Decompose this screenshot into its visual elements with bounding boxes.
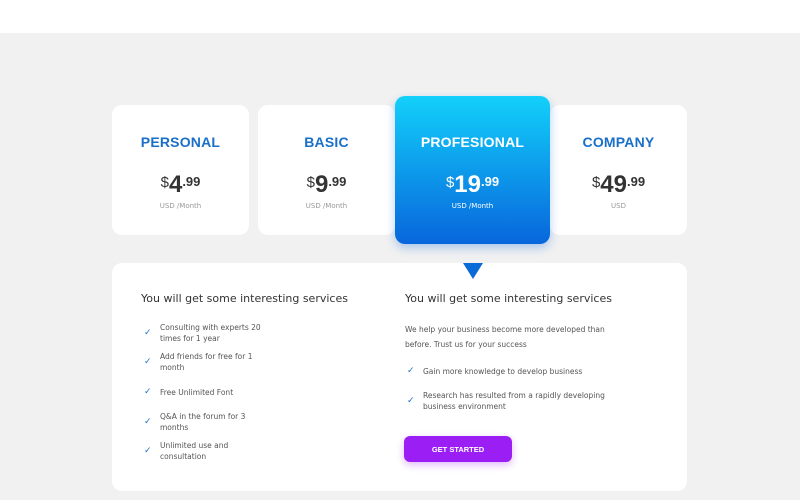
check-icon: ✓: [407, 366, 415, 376]
feature-line: Consulting with experts 20: [160, 323, 261, 332]
price-int: 9: [314, 171, 329, 198]
price-dec: .99: [480, 174, 500, 189]
feature-item: ✓ Consulting with experts 20 times for 1 y…: [144, 322, 274, 344]
feature-line: Q&A in the forum for 3: [160, 412, 246, 421]
price-dec: .99: [626, 174, 646, 189]
feature-line: business environment: [423, 402, 506, 411]
plan-name: PERSONAL: [140, 134, 221, 150]
plan-card-profesional[interactable]: PROFESIONAL $19.99 USD /Month: [395, 96, 550, 244]
feature-text: Unlimited use and consultation: [160, 440, 228, 462]
feature-text: Consulting with experts 20 times for 1 ye…: [160, 322, 261, 344]
feature-line: month: [160, 363, 185, 372]
plan-name: BASIC: [304, 134, 349, 150]
feature-text: Free Unlimited Font: [160, 387, 233, 398]
plan-price: $19.99: [395, 171, 550, 199]
plan-card-basic[interactable]: BASIC $9.99 USD /Month: [258, 105, 395, 235]
feature-item: ✓ Research has resulted from a rapidly de…: [407, 390, 637, 412]
plan-price: $9.99: [258, 171, 395, 199]
feature-text: Add friends for free for 1 month: [160, 351, 252, 373]
plan-card-personal[interactable]: PERSONAL $4.99 USD /Month: [112, 105, 249, 235]
feature-item: ✓ Add friends for free for 1 month: [144, 351, 274, 373]
currency: $: [591, 174, 601, 191]
currency: $: [306, 174, 315, 191]
plan-name: PROFESIONAL: [420, 134, 525, 150]
details-panel: [112, 263, 687, 491]
feature-line: Free Unlimited Font: [160, 388, 234, 397]
price-int: 19: [454, 171, 481, 198]
right-paragraph: We help your business become more develo…: [405, 325, 605, 349]
feature-line: consultation: [160, 452, 207, 461]
feature-text: Q&A in the forum for 3 months: [160, 411, 245, 433]
feature-item: ✓ Unlimited use and consultation: [144, 440, 274, 462]
get-started-button[interactable]: GET STARTED: [404, 436, 512, 462]
price-dec: .99: [328, 174, 347, 189]
feature-line: months: [160, 423, 189, 432]
right-heading: You will get some interesting services: [405, 292, 612, 305]
check-icon: ✓: [144, 416, 152, 427]
plan-unit: USD: [611, 202, 626, 210]
check-icon: ✓: [407, 395, 415, 406]
top-bar: [0, 0, 800, 33]
left-heading: You will get some interesting services: [141, 292, 348, 305]
plan-price: $49.99: [550, 171, 687, 199]
feature-line: Unlimited use and: [160, 441, 229, 450]
plan-unit: USD /Month: [159, 202, 202, 210]
plan-price: $4.99: [112, 171, 249, 199]
check-icon: ✓: [144, 356, 152, 367]
feature-line: Gain more knowledge to develop business: [423, 367, 583, 376]
feature-text: Gain more knowledge to develop business: [423, 366, 582, 377]
check-icon: ✓: [144, 327, 152, 338]
check-icon: ✓: [144, 445, 152, 456]
check-icon: ✓: [144, 387, 152, 397]
feature-item: ✓ Q&A in the forum for 3 months: [144, 411, 274, 433]
feature-line: Research has resulted from a rapidly dev…: [423, 391, 605, 400]
plan-unit: USD /Month: [451, 202, 494, 210]
feature-line: Add friends for free for 1: [160, 352, 253, 361]
price-dec: .99: [182, 174, 201, 189]
feature-line: times for 1 year: [160, 334, 220, 343]
price-int: 4: [168, 171, 183, 198]
currency: $: [445, 174, 455, 191]
plan-name: COMPANY: [582, 134, 655, 150]
price-int: 49: [600, 171, 627, 198]
feature-text: Research has resulted from a rapidly dev…: [423, 390, 605, 412]
plan-card-company[interactable]: COMPANY $49.99 USD: [550, 105, 687, 235]
plan-unit: USD /Month: [305, 202, 348, 210]
currency: $: [160, 174, 169, 191]
feature-item: ✓ Free Unlimited Font: [144, 387, 274, 398]
feature-item: ✓ Gain more knowledge to develop business: [407, 366, 637, 377]
selected-indicator-arrow: [463, 263, 483, 279]
